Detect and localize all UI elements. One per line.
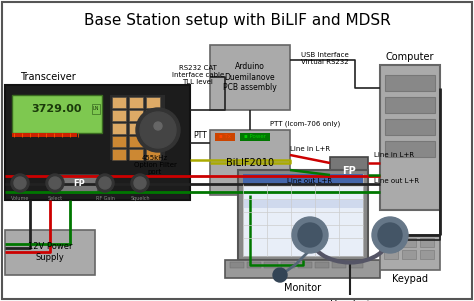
Text: PTT: PTT [193, 131, 207, 140]
Circle shape [298, 223, 322, 247]
Text: RF Gain: RF Gain [96, 196, 114, 201]
Bar [264, 262, 278, 268]
Bar [112, 110, 126, 121]
Bar [112, 136, 126, 147]
Text: Arduino
Duemilanove
PCB assembly: Arduino Duemilanove PCB assembly [223, 62, 277, 92]
Circle shape [292, 217, 328, 253]
Bar [225, 260, 380, 278]
Text: Line out L+R: Line out L+R [374, 178, 419, 184]
Bar [5, 85, 190, 200]
Bar [112, 97, 126, 108]
Text: Transceiver: Transceiver [20, 72, 76, 82]
Text: ▪ Power: ▪ Power [244, 135, 266, 139]
Bar [298, 262, 312, 268]
Circle shape [11, 174, 29, 192]
Bar [210, 45, 290, 110]
Circle shape [99, 177, 111, 189]
Bar [243, 174, 363, 184]
Circle shape [140, 112, 176, 148]
Bar [60, 175, 98, 193]
Bar [380, 65, 440, 210]
Bar [380, 235, 440, 270]
Text: Computer: Computer [386, 52, 434, 62]
Bar [92, 104, 100, 114]
Bar [384, 238, 398, 247]
Text: Squelch: Squelch [130, 196, 150, 201]
Bar [332, 262, 346, 268]
Bar [146, 123, 160, 134]
Bar [5, 230, 95, 275]
Text: PTT (Icom-706 only): PTT (Icom-706 only) [270, 120, 340, 127]
Text: Line out L+R: Line out L+R [287, 178, 333, 184]
Bar [384, 250, 398, 259]
Bar [420, 238, 434, 247]
Bar [238, 170, 368, 260]
Bar [129, 123, 143, 134]
Circle shape [372, 217, 408, 253]
Bar [349, 262, 363, 268]
Text: Line in L+R: Line in L+R [290, 146, 330, 152]
Circle shape [14, 177, 26, 189]
Bar [385, 97, 435, 113]
Bar [146, 110, 160, 121]
Text: Monitor: Monitor [284, 283, 321, 293]
Bar [12, 133, 77, 137]
Circle shape [136, 108, 180, 152]
Circle shape [134, 177, 146, 189]
Bar [12, 95, 102, 133]
Bar [110, 95, 165, 160]
Text: FP: FP [73, 179, 85, 188]
Text: USB Interface
Virtual RS232: USB Interface Virtual RS232 [301, 52, 349, 65]
Bar [330, 157, 368, 185]
Circle shape [96, 174, 114, 192]
Text: Keypad: Keypad [392, 274, 428, 284]
Bar [146, 97, 160, 108]
Bar [112, 123, 126, 134]
Text: Volume: Volume [11, 196, 29, 201]
Bar [112, 149, 126, 160]
Text: FP: FP [342, 166, 356, 176]
Circle shape [46, 174, 64, 192]
Bar [240, 133, 270, 141]
Bar [247, 262, 261, 268]
Text: Line in L+R: Line in L+R [374, 152, 414, 158]
Bar [129, 149, 143, 160]
Circle shape [131, 174, 149, 192]
Bar [146, 149, 160, 160]
Text: 3729.00: 3729.00 [32, 104, 82, 114]
Text: Select: Select [47, 196, 63, 201]
Bar [210, 130, 290, 195]
Bar [215, 133, 235, 141]
Bar [385, 75, 435, 91]
Circle shape [378, 223, 402, 247]
Text: Base Station setup with BiLIF and MDSR: Base Station setup with BiLIF and MDSR [83, 13, 391, 28]
Text: 12V Power
Supply: 12V Power Supply [28, 242, 72, 262]
Bar [402, 250, 416, 259]
Bar [230, 262, 244, 268]
Text: BiLIF2010: BiLIF2010 [226, 158, 274, 168]
Bar [420, 250, 434, 259]
Text: ▪ Tx: ▪ Tx [219, 135, 231, 139]
Circle shape [273, 268, 287, 282]
Bar [129, 97, 143, 108]
Bar [146, 136, 160, 147]
Bar [385, 141, 435, 157]
Text: RS232 CAT
Interface cable
TLL level: RS232 CAT Interface cable TLL level [172, 65, 224, 85]
Text: 455kHz
Option Filter
port: 455kHz Option Filter port [134, 155, 176, 175]
Bar [315, 262, 329, 268]
Bar [129, 136, 143, 147]
Text: LN: LN [93, 107, 99, 111]
Bar [385, 119, 435, 135]
Bar [243, 174, 363, 256]
Bar [402, 238, 416, 247]
Text: Headset: Headset [330, 300, 370, 301]
Bar [129, 110, 143, 121]
Bar [243, 200, 363, 208]
Circle shape [154, 122, 162, 130]
Circle shape [49, 177, 61, 189]
Bar [281, 262, 295, 268]
